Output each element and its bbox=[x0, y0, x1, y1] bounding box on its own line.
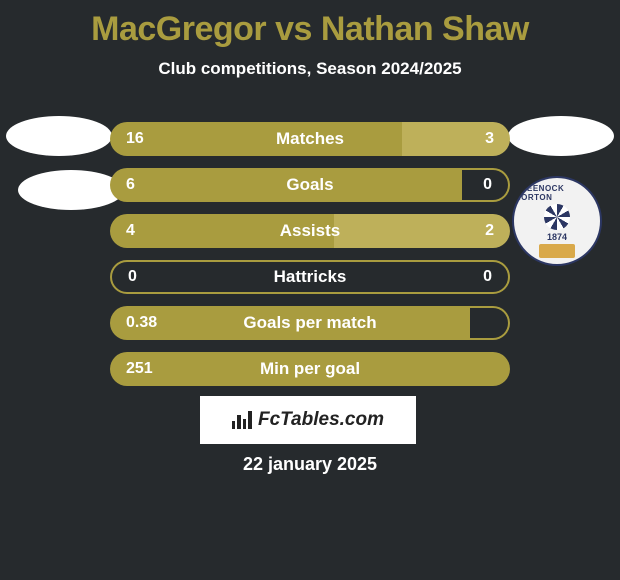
fctables-logo: FcTables.com bbox=[200, 396, 416, 444]
page-title: MacGregor vs Nathan Shaw bbox=[0, 0, 620, 49]
badge-ship-icon bbox=[539, 244, 575, 258]
stat-left-value: 0.38 bbox=[126, 314, 157, 332]
date-text: 22 january 2025 bbox=[0, 454, 620, 475]
stat-right-value: 0 bbox=[483, 268, 492, 286]
stat-left-value: 0 bbox=[128, 268, 137, 286]
stat-left-value: 4 bbox=[126, 222, 135, 240]
badge-year: 1874 bbox=[547, 232, 567, 242]
stat-row: 0.38Goals per match bbox=[110, 306, 510, 340]
fctables-text: FcTables.com bbox=[258, 409, 384, 431]
stat-right-value: 0 bbox=[483, 176, 492, 194]
page-subtitle: Club competitions, Season 2024/2025 bbox=[0, 59, 620, 79]
stat-left-value: 251 bbox=[126, 360, 153, 378]
stat-right-value: 2 bbox=[485, 222, 494, 240]
stat-row: 251Min per goal bbox=[110, 352, 510, 386]
club-badge-morton: GREENOCK MORTON 1874 bbox=[512, 176, 602, 266]
stat-row: 42Assists bbox=[110, 214, 510, 248]
stat-bar-full: 251 bbox=[110, 352, 510, 386]
badge-ball-icon bbox=[544, 204, 570, 230]
stat-bar-left: 6 bbox=[110, 168, 462, 202]
stat-bar-empty: 00 bbox=[110, 260, 510, 294]
stat-bar-left: 4 bbox=[110, 214, 334, 248]
stat-bar-full: 0.38 bbox=[110, 306, 470, 340]
fctables-bars-icon bbox=[232, 411, 252, 429]
stat-right-value: 3 bbox=[485, 130, 494, 148]
stat-row: 00Hattricks bbox=[110, 260, 510, 294]
right-player-stub bbox=[508, 116, 614, 156]
comparison-chart: 163Matches60Goals42Assists00Hattricks0.3… bbox=[110, 122, 510, 398]
stat-bar-right: 2 bbox=[334, 214, 510, 248]
stat-bar-right-empty: 0 bbox=[462, 168, 510, 202]
stat-left-value: 6 bbox=[126, 176, 135, 194]
stat-row: 163Matches bbox=[110, 122, 510, 156]
stat-row: 60Goals bbox=[110, 168, 510, 202]
stat-left-value: 16 bbox=[126, 130, 144, 148]
badge-text: GREENOCK MORTON bbox=[514, 184, 600, 202]
stat-bar-left: 16 bbox=[110, 122, 402, 156]
stat-bar-right: 3 bbox=[402, 122, 510, 156]
left-player-stub bbox=[6, 116, 112, 156]
left-player-stub bbox=[18, 170, 124, 210]
